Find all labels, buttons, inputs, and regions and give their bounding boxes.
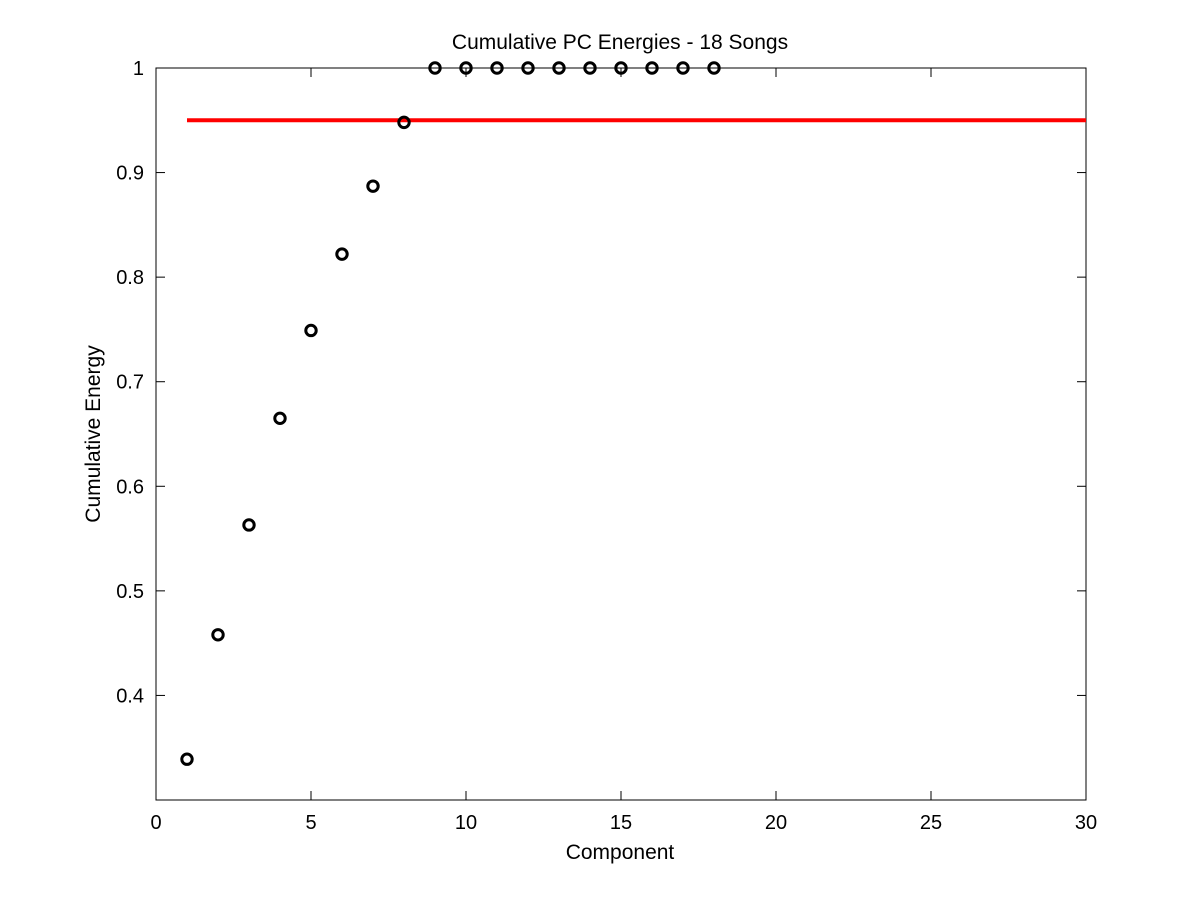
y-tick-label: 0.5	[116, 581, 144, 603]
chart-title: Cumulative PC Energies - 18 Songs	[452, 31, 788, 54]
x-tick-label: 10	[455, 812, 477, 834]
y-axis-label: Cumulative Energy	[82, 345, 105, 523]
data-point	[397, 115, 411, 130]
data-point	[552, 61, 566, 75]
data-point	[521, 61, 535, 75]
data-point	[273, 411, 287, 426]
x-tick-label: 0	[150, 812, 161, 834]
data-point	[645, 61, 659, 75]
x-tick-label: 30	[1075, 812, 1097, 834]
data-point	[211, 628, 225, 642]
data-point	[614, 61, 628, 75]
data-point	[180, 752, 194, 766]
x-tick-label: 25	[920, 812, 942, 834]
plot-area	[155, 67, 1087, 801]
y-tick-label: 0.6	[116, 476, 144, 498]
y-tick-label: 0.8	[116, 267, 144, 289]
x-tick-label: 5	[305, 812, 316, 834]
data-point	[459, 61, 473, 75]
data-point	[366, 179, 380, 193]
points-layer	[180, 61, 721, 766]
data-point	[335, 247, 349, 261]
y-tick-label: 1	[133, 58, 144, 80]
x-tick-label: 15	[610, 812, 632, 834]
y-tick-label: 0.7	[116, 372, 144, 394]
data-point	[583, 61, 597, 75]
y-tick-label: 0.9	[116, 163, 144, 185]
y-tick-label: 0.4	[116, 685, 144, 707]
data-point	[676, 61, 690, 75]
data-point	[242, 518, 256, 532]
data-point	[428, 61, 442, 75]
data-point	[304, 323, 318, 338]
data-point	[707, 61, 721, 75]
x-tick-label: 20	[765, 812, 787, 834]
ticks-layer: 0 5 10 15 20 25 30 0.4 0.5 0.6 0.7 0.8 0.9 1	[116, 58, 1097, 834]
x-axis-label: Component	[566, 841, 675, 864]
data-point	[490, 61, 504, 75]
